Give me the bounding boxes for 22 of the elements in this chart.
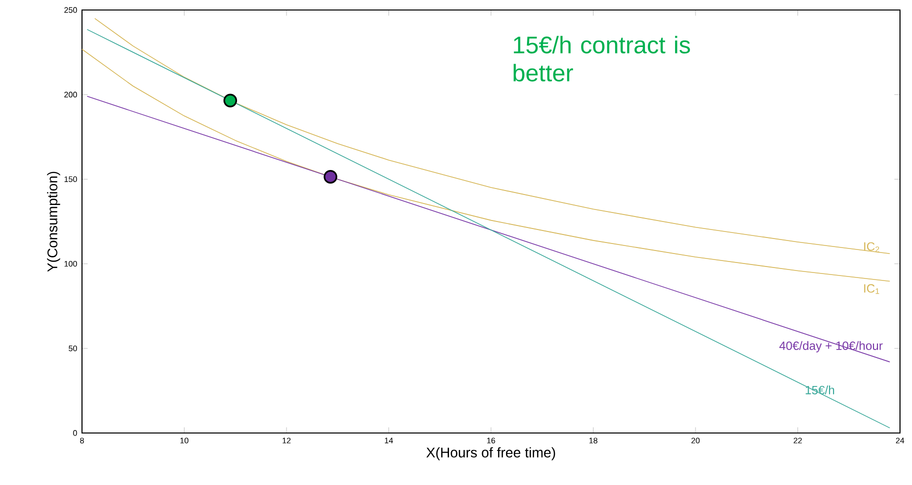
x-axis-title: X(Hours of free time) xyxy=(426,447,556,460)
series-label: 40€/day + 10€/hour xyxy=(779,341,883,352)
y-tick-label: 200 xyxy=(64,92,77,98)
y-axis-title: Y(Consumption) xyxy=(47,172,60,272)
x-tick-label: 20 xyxy=(691,438,700,444)
x-tick-label: 18 xyxy=(589,438,598,444)
y-tick-label: 100 xyxy=(64,260,77,267)
x-tick-label: 12 xyxy=(282,438,291,444)
x-tick-label: 16 xyxy=(487,438,496,444)
x-tick-label: 10 xyxy=(180,438,188,444)
series-label: IC$_{2}$ xyxy=(864,242,880,252)
y-tick-label: 50 xyxy=(68,346,77,352)
y-tick-label: 250 xyxy=(64,7,77,13)
y-tick-label: 0 xyxy=(73,430,77,436)
x-tick-label: 22 xyxy=(794,438,802,444)
x-tick-label: 8 xyxy=(80,438,84,444)
x-tick-label: 14 xyxy=(384,438,393,444)
y-tick-label: 150 xyxy=(64,176,77,182)
line-series xyxy=(94,18,890,254)
series-label: IC$_{1}$ xyxy=(864,284,880,294)
annotation: 15€/h contract is better xyxy=(514,36,690,82)
x-tick-label: 24 xyxy=(896,438,904,444)
